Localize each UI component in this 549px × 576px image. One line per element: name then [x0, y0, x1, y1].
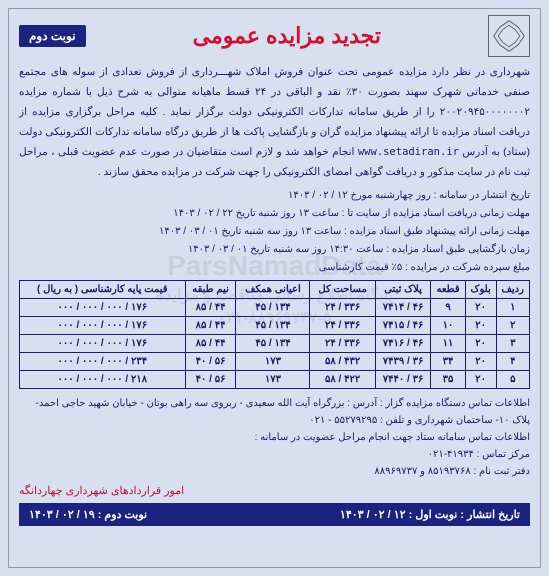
table-cell: ۱۷۳: [236, 352, 310, 370]
table-column-header: قطعه: [431, 280, 465, 298]
table-cell: ۲۱۸ / ۰۰۰ / ۰۰۰ / ۰۰۰: [20, 370, 186, 388]
contact-line2: اطلاعات تماس سامانه ستاد جهت انجام مراحل…: [19, 429, 530, 446]
table-cell: ۴۶ / ۷۴۱۶: [375, 334, 431, 352]
table-cell: ۵۶ / ۴۰: [185, 370, 236, 388]
table-cell: ۱۷۶ / ۰۰۰ / ۰۰۰ / ۰۰۰: [20, 298, 186, 316]
table-cell: ۴: [496, 352, 529, 370]
table-column-header: پلاک ثبتی: [375, 280, 431, 298]
table-cell: ۲: [496, 316, 529, 334]
table-cell: ۴۴ / ۸۵: [185, 316, 236, 334]
table-cell: ۳۶ / ۷۴۳۹: [375, 352, 431, 370]
page-title: تجدید مزایده عمومی: [86, 23, 488, 49]
table-column-header: بلوک: [465, 280, 496, 298]
table-cell: ۲۰: [465, 370, 496, 388]
table-body: ۱۲۰۹۴۶ / ۷۴۱۴۳۳۶ / ۲۴۱۳۴ / ۴۵۴۴ / ۸۵۱۷۶ …: [20, 298, 530, 388]
table-cell: ۱۳۴ / ۴۵: [236, 316, 310, 334]
main-paragraph: شهرداری در نظر دارد مزایده عمومی تحت عنو…: [19, 63, 530, 183]
table-cell: ۹: [431, 298, 465, 316]
table-cell: ۴۶ / ۷۴۱۵: [375, 316, 431, 334]
footer-department: امور قراردادهای شهرداری چهاردانگه: [19, 484, 530, 497]
schedule-line4: زمان بازگشایی طبق اسناد مزایده : ساعت ۱۴…: [19, 241, 530, 258]
table-cell: ۱: [496, 298, 529, 316]
table-row: ۱۲۰۹۴۶ / ۷۴۱۴۳۳۶ / ۲۴۱۳۴ / ۴۵۴۴ / ۸۵۱۷۶ …: [20, 298, 530, 316]
table-cell: ۳۳۶ / ۲۴: [310, 334, 375, 352]
table-cell: ۱۱: [431, 334, 465, 352]
schedule-line1: تاریخ انتشار در سامانه : روز چهارشنبه مو…: [19, 187, 530, 204]
table-cell: ۲۰: [465, 316, 496, 334]
table-cell: ۴۴ / ۸۵: [185, 298, 236, 316]
table-cell: ۳۳۶ / ۲۴: [310, 316, 375, 334]
contact-line3: مرکز تماس : ۴۱۹۳۴-۰۲۱: [19, 446, 530, 463]
table-cell: ۲۳۴ / ۰۰۰ / ۰۰۰ / ۰۰۰: [20, 352, 186, 370]
table-cell: ۳۵: [431, 370, 465, 388]
table-cell: ۱۰: [431, 316, 465, 334]
table-cell: ۲۰: [465, 334, 496, 352]
schedule-block: تاریخ انتشار در سامانه : روز چهارشنبه مو…: [19, 187, 530, 276]
table-column-header: قیمت پایه کارشناسی ( به ریال ): [20, 280, 186, 298]
table-cell: ۱۳۴ / ۴۵: [236, 298, 310, 316]
table-row: ۳۲۰۱۱۴۶ / ۷۴۱۶۳۳۶ / ۲۴۱۳۴ / ۴۵۴۴ / ۸۵۱۷۶…: [20, 334, 530, 352]
edition-badge: نوبت دوم: [19, 25, 86, 47]
url-text: www.setadiran.ir: [358, 143, 459, 163]
table-row: ۵۲۰۳۵۳۶ / ۷۴۴۰۴۲۲ / ۵۸۱۷۳۵۶ / ۴۰۲۱۸ / ۰۰…: [20, 370, 530, 388]
footer-date-first: تاریخ انتشار : نوبت اول : ۱۲ / ۰۲ / ۱۴۰۳: [340, 508, 520, 521]
table-column-header: اعیانی همکف: [236, 280, 310, 298]
header-row: تجدید مزایده عمومی نوبت دوم: [19, 15, 530, 57]
contact-line4: دفتر ثبت نام : ۸۵۱۹۳۷۶۸ و ۸۸۹۶۹۷۳۷: [19, 463, 530, 480]
table-cell: ۴۳۲ / ۵۸: [310, 352, 375, 370]
table-cell: ۱۷۶ / ۰۰۰ / ۰۰۰ / ۰۰۰: [20, 316, 186, 334]
table-cell: ۳: [496, 334, 529, 352]
table-row: ۴۲۰۳۴۳۶ / ۷۴۳۹۴۳۲ / ۵۸۱۷۳۵۶ / ۴۰۲۳۴ / ۰۰…: [20, 352, 530, 370]
table-column-header: مساحت کل: [310, 280, 375, 298]
table-row: ۲۲۰۱۰۴۶ / ۷۴۱۵۳۳۶ / ۲۴۱۳۴ / ۴۵۴۴ / ۸۵۱۷۶…: [20, 316, 530, 334]
table-cell: ۳۶ / ۷۴۴۰: [375, 370, 431, 388]
table-column-header: ردیف: [496, 280, 529, 298]
schedule-line3: مهلت زمانی ارائه پیشنهاد طبق اسناد مزاید…: [19, 223, 530, 240]
table-cell: ۴۴ / ۸۵: [185, 334, 236, 352]
table-cell: ۵: [496, 370, 529, 388]
contact-block: اطلاعات تماس دستگاه مزایده گزار : آدرس :…: [19, 395, 530, 480]
table-cell: ۳۴: [431, 352, 465, 370]
table-column-header: نیم طبقه: [185, 280, 236, 298]
schedule-line2: مهلت زمانی دریافت اسناد مزایده از سایت ت…: [19, 205, 530, 222]
table-cell: ۱۳۴ / ۴۵: [236, 334, 310, 352]
table-header-row: ردیفبلوکقطعهپلاک ثبتیمساحت کلاعیانی همکف…: [20, 280, 530, 298]
table-cell: ۳۳۶ / ۲۴: [310, 298, 375, 316]
footer-bar: تاریخ انتشار : نوبت اول : ۱۲ / ۰۲ / ۱۴۰۳…: [19, 503, 530, 526]
table-cell: ۱۷۳: [236, 370, 310, 388]
logo-right: [488, 15, 530, 57]
contact-line1: اطلاعات تماس دستگاه مزایده گزار : آدرس :…: [19, 395, 530, 429]
properties-table: ردیفبلوکقطعهپلاک ثبتیمساحت کلاعیانی همکف…: [19, 280, 530, 389]
table-cell: ۲۰: [465, 352, 496, 370]
emblem-icon: [491, 18, 527, 54]
table-cell: ۲۰: [465, 298, 496, 316]
table-cell: ۵۶ / ۴۰: [185, 352, 236, 370]
footer-date-second: نوبت دوم : ۱۹ / ۰۲ / ۱۴۰۳: [29, 508, 147, 521]
table-cell: ۱۷۶ / ۰۰۰ / ۰۰۰ / ۰۰۰: [20, 334, 186, 352]
schedule-line5: مبلغ سپرده شرکت در مزایده : ۵٪ قیمت کارش…: [19, 259, 530, 276]
table-cell: ۴۶ / ۷۴۱۴: [375, 298, 431, 316]
table-cell: ۴۲۲ / ۵۸: [310, 370, 375, 388]
